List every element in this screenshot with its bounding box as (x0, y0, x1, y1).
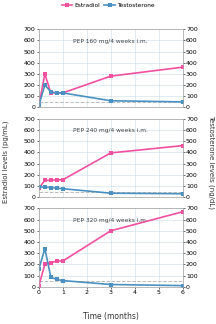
Text: Testosterone levels (ng/dL): Testosterone levels (ng/dL) (208, 115, 215, 209)
Text: PEP 320 mg/4 weeks i.m.: PEP 320 mg/4 weeks i.m. (73, 218, 148, 223)
Text: Time (months): Time (months) (83, 312, 139, 321)
Text: Estradiol levels (pg/mL): Estradiol levels (pg/mL) (2, 121, 9, 203)
Text: PEP 160 mg/4 weeks i.m.: PEP 160 mg/4 weeks i.m. (73, 39, 148, 43)
Legend: Estradiol, Testosterone: Estradiol, Testosterone (62, 3, 154, 8)
Text: PEP 240 mg/4 weeks i.m.: PEP 240 mg/4 weeks i.m. (73, 128, 148, 133)
